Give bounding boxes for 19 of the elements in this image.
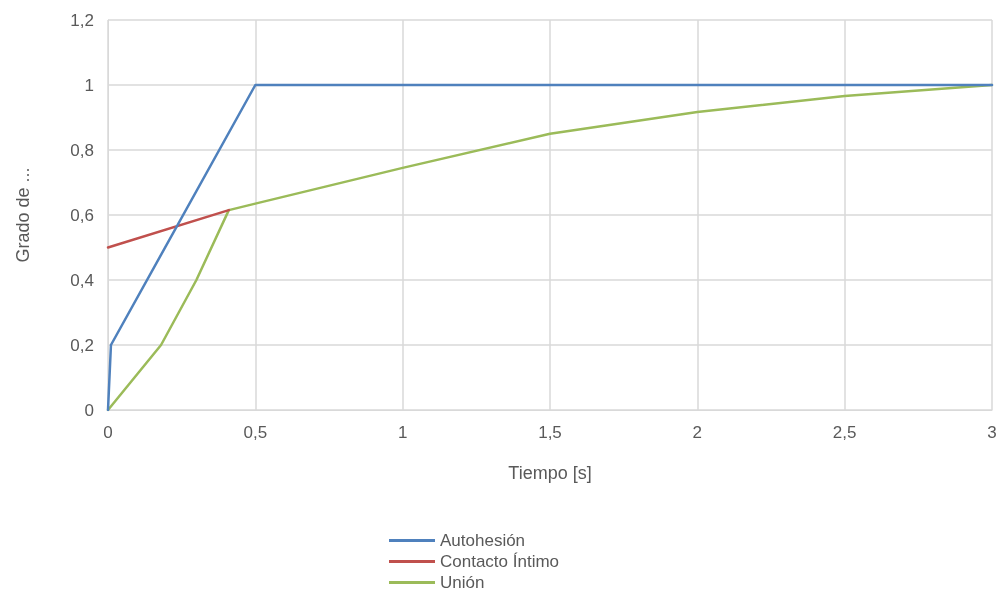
y-axis-title: Grado de ... bbox=[13, 167, 33, 263]
x-tick-label: 3 bbox=[987, 423, 997, 442]
x-tick-label: 0,5 bbox=[243, 423, 268, 442]
y-tick-label: 1,2 bbox=[70, 10, 94, 30]
y-tick-label: 0,6 bbox=[70, 205, 94, 225]
y-tick-label: 0,4 bbox=[70, 270, 94, 290]
x-tick-label: 2 bbox=[692, 423, 703, 442]
legend-label: Unión bbox=[440, 573, 485, 592]
legend-label: Contacto Íntimo bbox=[440, 552, 560, 571]
y-tick-label: 0,2 bbox=[70, 335, 94, 355]
x-axis-title: Tiempo [s] bbox=[508, 463, 592, 483]
y-tick-label: 0,8 bbox=[70, 140, 94, 160]
x-tick-label: 0 bbox=[103, 423, 113, 442]
x-tick-label: 2,5 bbox=[832, 423, 857, 442]
y-tick-label: 1 bbox=[84, 75, 94, 95]
legend-label: Autohesión bbox=[440, 531, 526, 550]
x-tick-label: 1,5 bbox=[538, 423, 562, 442]
y-tick-label: 0 bbox=[84, 400, 94, 420]
x-tick-label: 1 bbox=[397, 423, 408, 442]
